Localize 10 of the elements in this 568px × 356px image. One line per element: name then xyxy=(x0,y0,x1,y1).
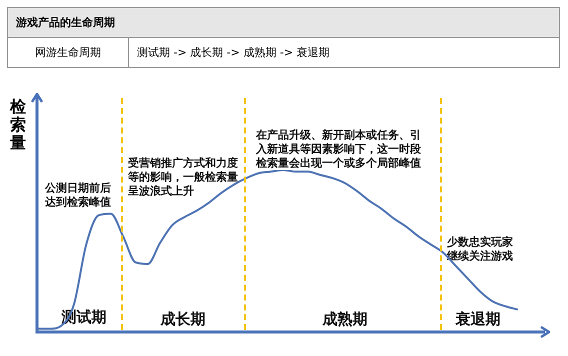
annotation: 衰退期 xyxy=(454,310,500,328)
y-axis-title: 检索量 xyxy=(10,97,27,152)
annotation: 公测日期前后达到检索峰值 xyxy=(44,182,111,209)
annotation: 成长期 xyxy=(160,311,206,328)
text: 测试期 -> 成长期 -> 成熟期 -> 衰退期 xyxy=(128,38,560,68)
text: 在产品升级、新开副本或任务、引入新道具等因素影响下，这一时段检索量会出现一个或多个局部峰值 xyxy=(255,128,422,170)
chart-subtitle: 网游生命周期 xyxy=(8,38,128,68)
annotation: 受营销推广方式和力度等的影响，一般检索量呈波浪式上升 xyxy=(127,156,238,198)
annotation: 成熟期 xyxy=(322,311,368,328)
chart-title: 游戏产品的生命周期 xyxy=(8,8,560,38)
